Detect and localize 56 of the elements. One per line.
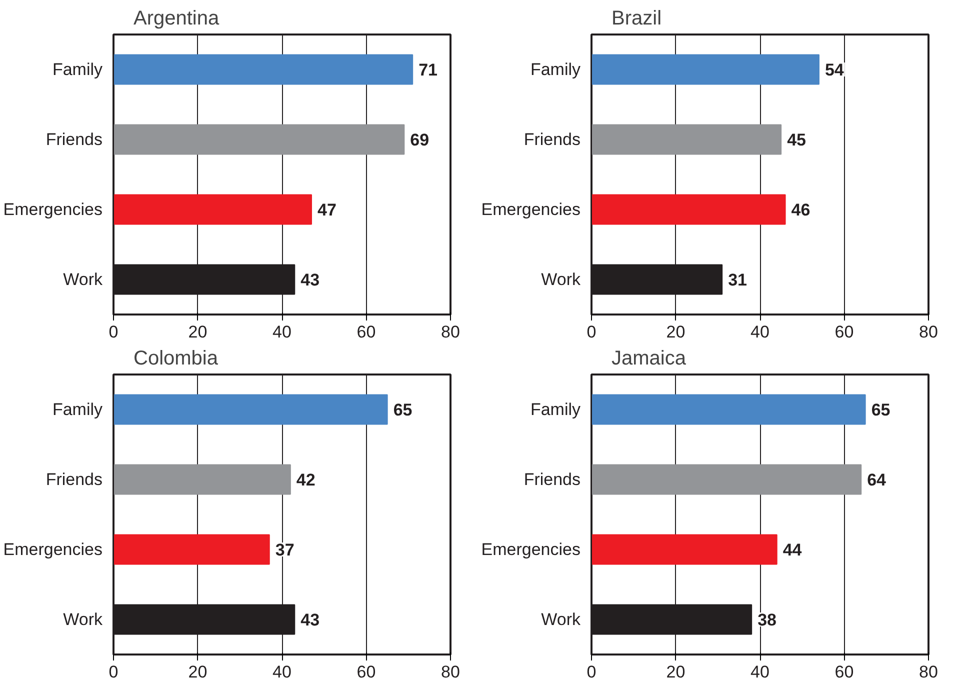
y-tick-label: Family bbox=[530, 400, 581, 419]
data-label: 31 bbox=[728, 270, 748, 290]
x-tick-label: 20 bbox=[188, 662, 208, 682]
data-label: 45 bbox=[787, 130, 806, 150]
y-tick-label: Friends bbox=[524, 470, 580, 489]
data-label: 37 bbox=[275, 540, 294, 560]
data-label: 46 bbox=[791, 200, 810, 220]
y-tick-label: Friends bbox=[524, 130, 580, 149]
x-tick-label: 20 bbox=[666, 662, 686, 682]
data-label: 71 bbox=[418, 60, 438, 80]
x-tick-label: 80 bbox=[919, 662, 938, 682]
y-tick-label: Emergencies bbox=[3, 540, 103, 559]
data-label: 44 bbox=[782, 540, 802, 560]
x-tick-label: 0 bbox=[586, 662, 596, 682]
x-tick-label: 20 bbox=[666, 322, 686, 342]
x-tick-label: 0 bbox=[108, 662, 118, 682]
y-tick-label: Emergencies bbox=[481, 540, 581, 559]
x-tick-label: 0 bbox=[108, 322, 118, 342]
y-tick-label: Friends bbox=[46, 470, 102, 489]
chart-title: Colombia bbox=[134, 348, 219, 370]
x-tick-label: 0 bbox=[586, 322, 596, 342]
x-tick-label: 40 bbox=[750, 322, 770, 342]
x-tick-label: 80 bbox=[919, 322, 938, 342]
y-tick-label: Family bbox=[52, 60, 103, 79]
chart-title: Jamaica bbox=[612, 348, 687, 370]
data-label: 69 bbox=[410, 130, 430, 150]
data-label: 65 bbox=[871, 400, 890, 420]
y-tick-label: Emergencies bbox=[481, 200, 581, 219]
data-label: 43 bbox=[300, 610, 320, 630]
x-tick-label: 80 bbox=[441, 662, 460, 682]
x-tick-label: 40 bbox=[272, 662, 292, 682]
data-label: 47 bbox=[317, 200, 336, 220]
y-tick-label: Family bbox=[530, 60, 581, 79]
x-tick-label: 60 bbox=[356, 322, 376, 342]
data-label: 42 bbox=[296, 470, 316, 490]
data-label: 38 bbox=[758, 610, 776, 630]
x-tick-label: 40 bbox=[272, 322, 292, 342]
data-label: 43 bbox=[300, 270, 320, 290]
x-tick-label: 80 bbox=[441, 322, 460, 342]
x-tick-label: 60 bbox=[834, 322, 854, 342]
data-label: 65 bbox=[393, 400, 412, 420]
data-label: 54 bbox=[824, 60, 844, 80]
y-tick-label: Work bbox=[63, 270, 103, 289]
y-tick-label: Work bbox=[541, 270, 581, 289]
y-tick-label: Family bbox=[52, 400, 103, 419]
y-tick-label: Work bbox=[541, 610, 581, 629]
x-tick-label: 20 bbox=[188, 322, 208, 342]
data-label: 64 bbox=[867, 470, 887, 490]
y-tick-label: Emergencies bbox=[3, 200, 103, 219]
x-tick-label: 60 bbox=[356, 662, 376, 682]
chart-title: Argentina bbox=[134, 8, 220, 30]
y-tick-label: Work bbox=[63, 610, 103, 629]
y-tick-label: Friends bbox=[46, 130, 102, 149]
chart-title: Brazil bbox=[612, 8, 662, 30]
x-tick-label: 40 bbox=[750, 662, 770, 682]
x-tick-label: 60 bbox=[834, 662, 854, 682]
